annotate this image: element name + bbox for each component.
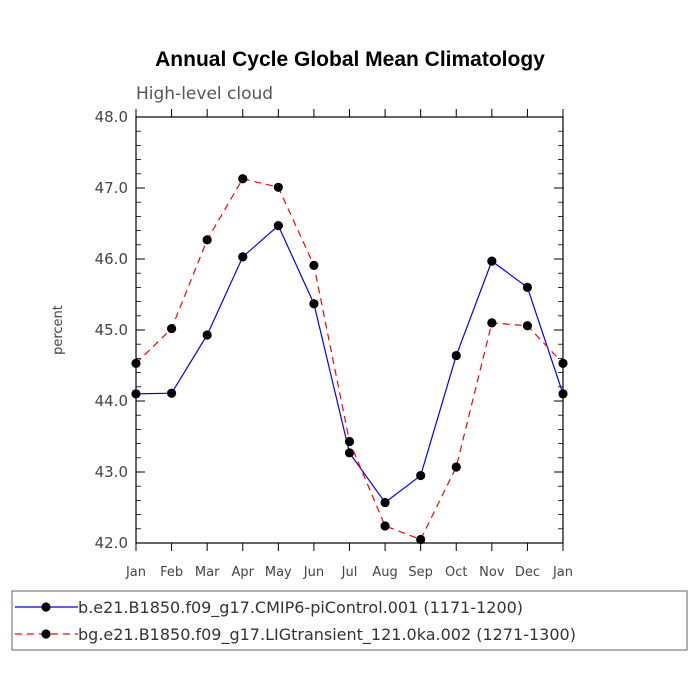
y-tick-label: 47.0 xyxy=(95,179,128,197)
series-1-point xyxy=(309,260,319,270)
legend-label-0: b.e21.B1850.f09_g17.CMIP6-piControl.001 … xyxy=(78,598,523,618)
series-0-point xyxy=(487,256,497,266)
y-axis-label: percent xyxy=(51,305,66,355)
series-line-1 xyxy=(135,178,564,541)
legend-label-1: bg.e21.B1850.f09_g17.LIGtransient_121.0k… xyxy=(78,625,576,645)
x-tick-label: Jan xyxy=(552,565,573,580)
y-tick-label: 45.0 xyxy=(95,321,128,339)
series-0-point xyxy=(166,388,177,398)
series-0-point xyxy=(309,299,319,309)
series-0-point xyxy=(344,448,355,458)
series-1-point xyxy=(522,321,533,331)
series-1-point xyxy=(238,174,248,184)
x-tick-label: Mar xyxy=(195,565,220,580)
series-0-point xyxy=(380,497,390,508)
legend-box xyxy=(11,590,688,651)
x-tick-label: Feb xyxy=(160,565,183,580)
series-0-point xyxy=(202,330,212,340)
axes-layer: 42.0 43.0 44.0 45.0 46.0 47.0 48.0 Jan Feb Mar Apr… xyxy=(95,108,573,580)
legend-marker-0 xyxy=(41,602,51,612)
x-tick-label: Jul xyxy=(341,565,358,580)
series-0-point xyxy=(451,350,461,361)
plot-frame xyxy=(135,116,564,544)
y-tick-label: 46.0 xyxy=(95,250,128,268)
chart-subtitle: High-level cloud xyxy=(136,84,273,104)
x-tick-label: Jun xyxy=(303,565,324,580)
x-tick-label: Aug xyxy=(372,565,397,580)
x-tick-label: Oct xyxy=(445,565,467,580)
y-tick-label: 48.0 xyxy=(95,108,128,126)
series-layer xyxy=(131,174,568,545)
series-1-point xyxy=(273,182,283,192)
y-tick-label: 42.0 xyxy=(95,534,128,552)
series-line-0 xyxy=(135,224,564,504)
series-0-point xyxy=(522,282,533,292)
x-tick-label: May xyxy=(265,565,292,580)
series-0-point xyxy=(238,252,248,262)
y-tick-label: 43.0 xyxy=(95,463,128,481)
y-tick-label: 44.0 xyxy=(95,392,128,410)
legend: b.e21.B1850.f09_g17.CMIP6-piControl.001 … xyxy=(11,590,688,651)
series-1-point xyxy=(380,521,390,531)
series-0-point xyxy=(416,470,426,481)
x-tick-label: Nov xyxy=(479,565,505,580)
series-1-point xyxy=(344,436,355,447)
legend-marker-1 xyxy=(41,629,51,639)
series-1-point xyxy=(416,534,426,545)
chart-title: Annual Cycle Global Mean Climatology xyxy=(155,48,545,71)
series-1-point xyxy=(166,323,177,334)
x-tick-label: Sep xyxy=(408,565,433,580)
x-tick-label: Dec xyxy=(515,565,540,580)
series-1-point xyxy=(202,235,212,245)
x-tick-label: Jan xyxy=(125,565,146,580)
x-tick-label: Apr xyxy=(232,565,255,580)
series-1-point xyxy=(487,318,497,328)
series-1-point xyxy=(451,462,461,472)
series-0-point xyxy=(273,221,283,231)
